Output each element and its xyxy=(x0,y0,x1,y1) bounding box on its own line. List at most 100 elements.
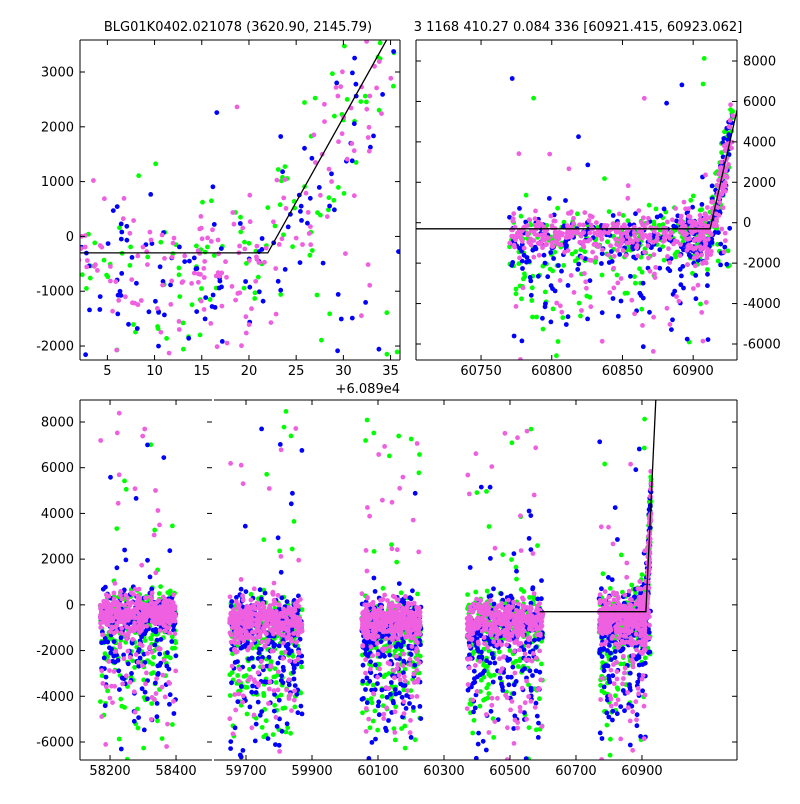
data-point-blue xyxy=(103,585,108,590)
data-point-magenta xyxy=(284,206,289,211)
data-point-blue xyxy=(335,348,340,353)
data-point-green xyxy=(632,274,637,279)
data-point-magenta xyxy=(73,216,78,221)
data-point-magenta xyxy=(101,604,106,609)
data-point-magenta xyxy=(582,210,587,215)
data-point-blue xyxy=(102,656,107,661)
data-point-magenta xyxy=(537,253,542,258)
data-point-blue xyxy=(372,576,377,581)
data-point-blue xyxy=(375,681,380,686)
data-point-green xyxy=(519,214,524,219)
data-point-green xyxy=(647,203,652,208)
data-point-green xyxy=(543,290,548,295)
data-point-blue xyxy=(534,645,539,650)
data-point-magenta xyxy=(157,523,162,528)
data-point-magenta xyxy=(607,290,612,295)
data-point-blue xyxy=(370,740,375,745)
data-point-green xyxy=(177,266,182,271)
data-point-blue xyxy=(542,253,547,258)
data-point-green xyxy=(522,271,527,276)
data-point-magenta xyxy=(517,151,522,156)
data-point-magenta xyxy=(156,508,161,513)
data-point-green xyxy=(701,82,706,87)
data-point-blue xyxy=(243,524,248,529)
data-point-blue xyxy=(479,485,484,490)
x-tick-label: 10 xyxy=(146,364,163,379)
data-point-magenta xyxy=(149,717,154,722)
y-tick-label: -6000 xyxy=(36,735,74,750)
data-point-blue xyxy=(468,565,473,570)
data-point-green xyxy=(409,437,414,442)
data-point-blue xyxy=(489,709,494,714)
data-point-magenta xyxy=(136,595,141,600)
data-point-blue xyxy=(300,448,305,453)
data-point-magenta xyxy=(699,252,704,257)
data-point-green xyxy=(205,245,210,250)
data-point-magenta xyxy=(312,133,317,138)
data-point-magenta xyxy=(108,279,113,284)
data-point-magenta xyxy=(602,223,607,228)
data-point-magenta xyxy=(551,244,556,249)
data-point-magenta xyxy=(694,252,699,257)
data-point-green xyxy=(514,659,519,664)
data-point-blue xyxy=(627,682,632,687)
data-point-blue xyxy=(119,230,124,235)
data-point-blue xyxy=(352,121,357,126)
data-point-magenta xyxy=(217,555,222,560)
y-tick-label: -1000 xyxy=(36,285,74,300)
data-point-green xyxy=(151,655,156,660)
data-point-blue xyxy=(287,682,292,687)
y-tick-label: 0 xyxy=(743,216,751,231)
data-point-blue xyxy=(611,213,616,218)
data-point-blue xyxy=(187,259,192,264)
data-point-magenta xyxy=(408,32,413,37)
data-point-magenta xyxy=(646,256,651,261)
y-tick-label: -6000 xyxy=(743,337,781,352)
data-point-green xyxy=(608,753,613,758)
data-point-magenta xyxy=(166,680,171,685)
data-point-magenta xyxy=(601,231,606,236)
data-point-magenta xyxy=(652,252,657,257)
data-point-magenta xyxy=(143,681,148,686)
data-point-green xyxy=(492,673,497,678)
data-point-magenta xyxy=(140,434,145,439)
data-point-green xyxy=(125,757,130,762)
data-point-blue xyxy=(334,81,339,86)
data-point-blue xyxy=(239,684,244,689)
data-point-magenta xyxy=(152,533,157,538)
data-point-magenta xyxy=(631,240,636,245)
data-point-magenta xyxy=(262,260,267,265)
data-point-blue xyxy=(350,158,355,163)
data-point-magenta xyxy=(143,596,148,601)
data-point-blue xyxy=(563,241,568,246)
data-point-magenta xyxy=(606,253,611,258)
data-point-blue xyxy=(520,339,525,344)
data-point-blue xyxy=(512,714,517,719)
data-point-blue xyxy=(379,34,384,39)
data-point-blue xyxy=(158,264,163,269)
data-point-blue xyxy=(327,204,332,209)
data-point-magenta xyxy=(696,283,701,288)
data-point-blue xyxy=(547,196,552,201)
data-point-blue xyxy=(418,716,423,721)
data-point-magenta xyxy=(64,253,69,258)
y-tick-label: 2000 xyxy=(41,553,74,568)
data-point-blue xyxy=(299,204,304,209)
data-point-magenta xyxy=(156,598,161,603)
data-point-blue xyxy=(117,687,122,692)
x-tick-label: 60850 xyxy=(602,364,643,379)
data-point-magenta xyxy=(158,647,163,652)
data-point-blue xyxy=(299,218,304,223)
data-point-green xyxy=(279,693,284,698)
data-point-green xyxy=(60,238,65,243)
data-point-blue xyxy=(97,307,102,312)
data-point-blue xyxy=(266,736,271,741)
data-point-green xyxy=(485,589,490,594)
data-point-green xyxy=(68,260,73,265)
data-point-magenta xyxy=(599,237,604,242)
data-point-green xyxy=(639,307,644,312)
data-point-magenta xyxy=(582,239,587,244)
data-point-magenta xyxy=(141,245,146,250)
data-point-blue xyxy=(721,136,726,141)
data-point-green xyxy=(265,205,270,210)
